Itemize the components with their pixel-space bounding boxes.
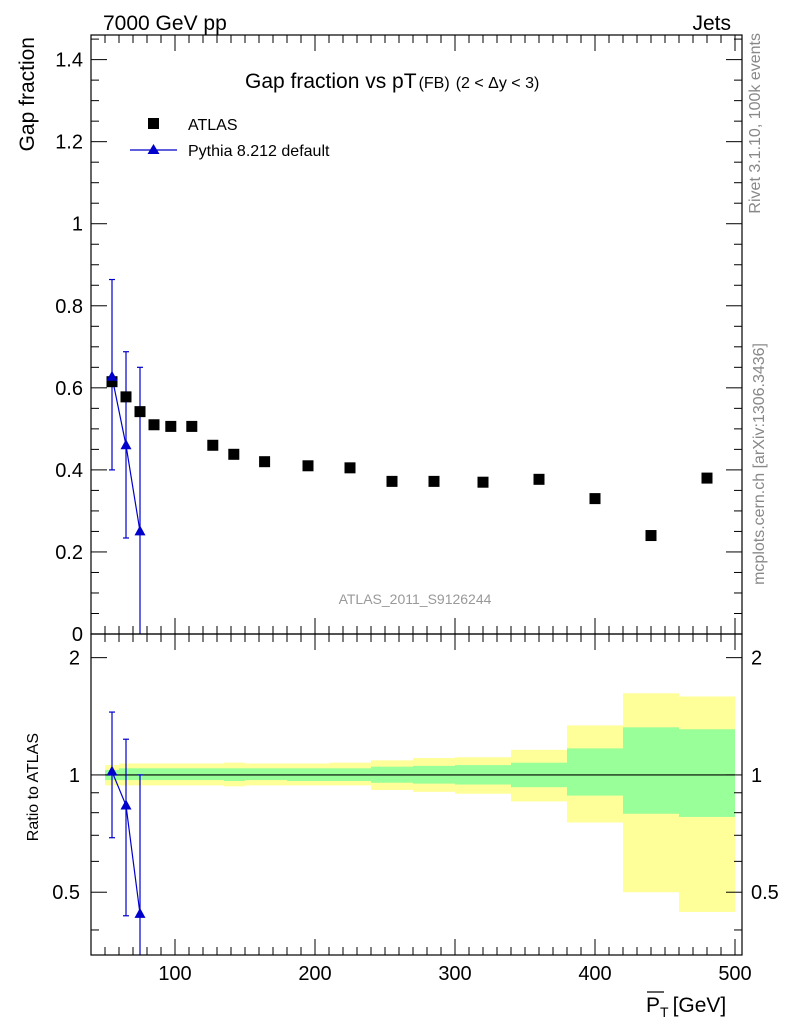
ratio-tick-label-left-0: 0.5 — [52, 882, 80, 904]
y-tick-label-7: 1.4 — [55, 50, 83, 72]
ratio-tick-label-left-1: 1 — [69, 765, 80, 787]
atlas-point-10 — [344, 462, 356, 474]
header-left: 7000 GeV pp — [103, 12, 227, 35]
main-ylabel: Gap fraction — [16, 37, 39, 151]
ratio-mc-point-1 — [120, 799, 132, 810]
legend-atlas-label: ATLAS — [188, 117, 238, 134]
y-tick-label-1: 0.2 — [55, 542, 83, 564]
atlas-point-3 — [148, 419, 160, 431]
atlas-point-13 — [477, 476, 489, 488]
legend-pythia-marker — [147, 144, 160, 154]
atlas-point-9 — [302, 460, 314, 472]
y-tick-label-3: 0.6 — [55, 378, 83, 400]
atlas-point-5 — [186, 420, 198, 432]
title-main: Gap fraction vs pT — [245, 70, 417, 93]
x-axis-title-main: P — [646, 994, 660, 1017]
header-right: Jets — [692, 12, 731, 35]
legend-atlas-marker — [148, 118, 159, 129]
mc-point-2 — [134, 525, 146, 536]
x-tick-label-200: 200 — [298, 963, 331, 985]
ratio-plot-area — [105, 693, 735, 955]
ratio-ticks: 100 200 300 400 500 0.5 0.5 1 1 2 2 — [52, 634, 779, 985]
svg-text:Gap fraction vs pT(FB)(2 < Δy: Gap fraction vs pT (FB) (2 < Δy < 3) — [245, 70, 539, 93]
ratio-ylabel: Ratio to ATLAS — [25, 733, 42, 841]
atlas-point-7 — [228, 448, 240, 460]
x-axis-title-unit: [GeV] — [673, 994, 727, 1017]
ratio-band-green-2 — [133, 768, 147, 781]
x-axis-title: PT [GeV] — [646, 991, 726, 1020]
ratio-mc-point-2 — [134, 907, 146, 918]
x-tick-label-100: 100 — [158, 963, 191, 985]
x-axis-title-sub: T — [660, 1004, 669, 1020]
atlas-point-17 — [701, 472, 713, 484]
mc-point-1 — [120, 439, 132, 450]
main-panel: 0 0.2 0.4 0.6 0.8 1 1.2 1.4 — [55, 34, 743, 646]
atlas-point-14 — [533, 473, 545, 485]
ratio-band-green-3 — [147, 768, 161, 781]
x-tick-label-300: 300 — [438, 963, 471, 985]
atlas-point-4 — [165, 420, 177, 432]
y-tick-label-2: 0.4 — [55, 460, 83, 482]
ratio-band-green-16 — [623, 727, 679, 814]
ratio-band-green-17 — [679, 729, 735, 817]
y-tick-label-6: 1.2 — [55, 132, 83, 154]
x-tick-label-500: 500 — [718, 963, 751, 985]
atlas-point-12 — [428, 475, 440, 487]
ratio-tick-label-left-2: 2 — [69, 648, 80, 670]
watermark: ATLAS_2011_S9126244 — [339, 591, 492, 607]
ratio-tick-label-right-2: 2 — [751, 648, 762, 670]
side-text-bottom: mcplots.cern.ch [arXiv:1306.3436] — [751, 343, 768, 585]
x-tick-label-400: 400 — [578, 963, 611, 985]
ratio-band-green-8 — [245, 768, 287, 781]
legend: ATLAS Pythia 8.212 default — [130, 117, 330, 160]
ratio-mc-point-0 — [106, 765, 118, 776]
title-range: (2 < Δy < 3) — [456, 75, 540, 92]
title-sub: (FB) — [419, 75, 450, 92]
atlas-point-2 — [134, 406, 146, 418]
svg-text:PT[GeV]: PT [GeV] — [646, 994, 726, 1020]
atlas-point-16 — [645, 530, 657, 542]
atlas-point-15 — [589, 493, 601, 505]
y-tick-label-5: 1 — [72, 214, 83, 236]
ratio-panel: 100 200 300 400 500 0.5 0.5 1 1 2 2 — [52, 633, 779, 985]
chart-title: Gap fraction vs pT (FB) (2 < Δy < 3) — [245, 70, 539, 93]
side-text-top: Rivet 3.1.10, 100k events — [747, 33, 764, 214]
atlas-point-11 — [386, 475, 398, 487]
atlas-point-8 — [259, 456, 271, 468]
atlas-point-0 — [106, 376, 118, 388]
legend-pythia-label: Pythia 8.212 default — [188, 143, 330, 160]
main-ticks: 0 0.2 0.4 0.6 0.8 1 1.2 1.4 — [55, 35, 742, 646]
ratio-band-green-4 — [161, 768, 182, 781]
ratio-band-green-5 — [182, 768, 203, 781]
ratio-frame — [90, 633, 743, 956]
y-tick-label-4: 0.8 — [55, 296, 83, 318]
mc-point-0 — [106, 370, 118, 381]
ratio-tick-label-right-0: 0.5 — [751, 882, 779, 904]
atlas-point-6 — [207, 439, 219, 451]
ratio-band-green-6 — [203, 768, 224, 781]
ratio-tick-label-right-1: 1 — [751, 765, 762, 787]
main-plot-area — [106, 278, 713, 634]
ratio-band-green-15 — [567, 748, 623, 796]
atlas-point-1 — [120, 391, 132, 403]
y-tick-label-0: 0 — [72, 624, 83, 646]
